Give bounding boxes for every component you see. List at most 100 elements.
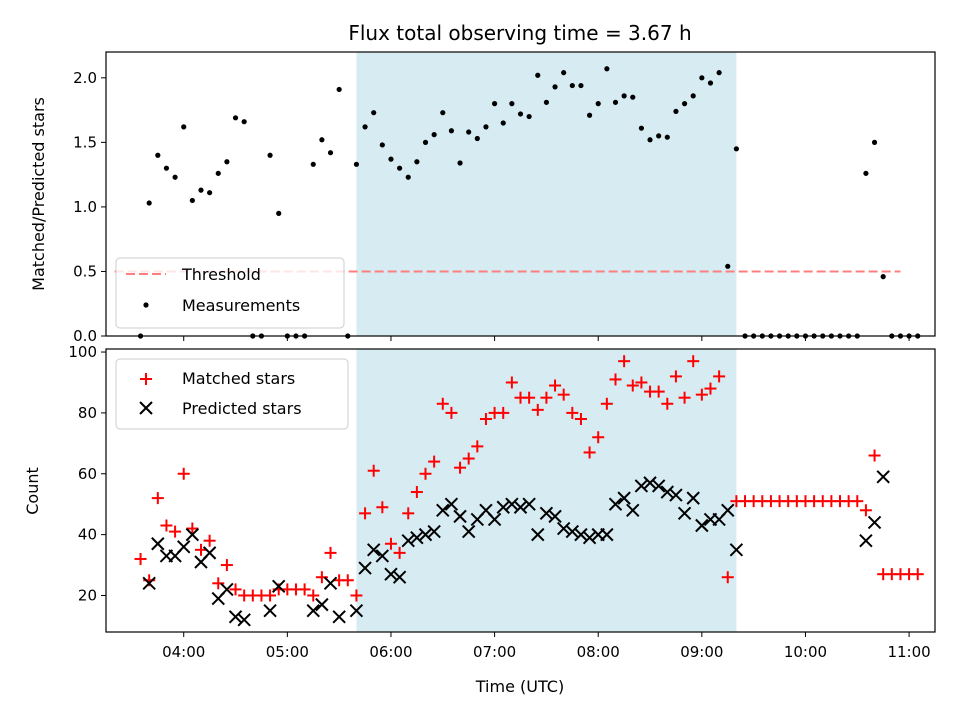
predicted-star-point (660, 485, 675, 499)
predicted-star-point (410, 530, 424, 545)
top-legend-box (115, 257, 345, 329)
matched-star-point (151, 492, 164, 505)
bottom-y-tick-label: 100 (68, 343, 97, 361)
top-y-tick-label: 0.0 (73, 327, 97, 345)
measurement-point (871, 139, 878, 145)
measurement-point (621, 93, 627, 99)
measurement-point (483, 124, 489, 130)
bottom-y-tick-label: 40 (78, 526, 97, 544)
matched-star-point (402, 507, 415, 520)
matched-star-point (160, 519, 173, 532)
measurement-point (336, 86, 342, 93)
predicted-star-point (436, 503, 450, 517)
measurement-point (535, 72, 541, 78)
matched-star-point (315, 571, 328, 584)
bottom-axes-frame (105, 348, 936, 633)
matched-star-point (911, 568, 924, 581)
top-shaded-region (356, 52, 737, 336)
top-y-tick-label: 0.5 (73, 262, 97, 280)
matched-star-point (324, 546, 337, 559)
bottom-legend: Matched stars Predicted stars (115, 358, 349, 430)
measurement-point (362, 124, 368, 130)
matched-star-point (229, 583, 242, 596)
matched-star-point (583, 446, 596, 459)
bottom-y-axis-label: Count (23, 467, 42, 515)
top-panel: 0.0 0.5 1.0 1.5 2.0 Threshold Measurements (73, 51, 936, 345)
matched-star-point (678, 391, 691, 404)
predicted-star-point (358, 561, 372, 575)
measurement-point (612, 99, 619, 105)
matched-star-point (194, 543, 207, 556)
measurement-point (215, 170, 221, 176)
predicted-star-point (151, 537, 165, 551)
predicted-star-point (686, 491, 700, 505)
predicted-star-point (392, 570, 407, 584)
matched-star-point (393, 546, 406, 559)
top-y-tick-label: 1.5 (73, 133, 97, 151)
predicted-star-point (237, 613, 251, 627)
predicted-star-point (332, 610, 346, 624)
matched-star-point (695, 388, 708, 401)
measurement-point (664, 134, 670, 140)
x-tick-label: 10:00 (784, 643, 827, 661)
measurement-point (431, 132, 437, 138)
predicted-star-point (202, 546, 217, 560)
measurement-point (267, 152, 273, 158)
predicted-star-point (228, 610, 243, 624)
measurement-point (500, 120, 506, 126)
predicted-star-point (220, 582, 234, 597)
predicted-star-point (721, 503, 735, 517)
predicted-stars-series (142, 470, 890, 627)
x-tick-label: 06:00 (369, 643, 412, 661)
measurement-point (310, 161, 316, 167)
measurement-point (491, 101, 498, 107)
predicted-star-point (574, 527, 588, 542)
measurement-point (690, 93, 696, 99)
predicted-star-point (349, 603, 364, 618)
measurement-point (707, 80, 714, 86)
matched-star-point (212, 577, 225, 590)
matched-star-point (549, 379, 562, 392)
predicted-star-point (617, 491, 631, 505)
bottom-panel: 20 40 60 80 100 04:00 05:00 06:00 07:00 08:00 09:… (68, 343, 936, 661)
measurement-point (595, 101, 601, 107)
matched-star-point (428, 455, 441, 468)
predicted-star-point (695, 518, 709, 533)
predicted-star-point (496, 500, 510, 514)
measurement-point (224, 159, 230, 165)
predicted-star-point (669, 488, 683, 502)
measurement-point (405, 174, 411, 180)
bottom-y-tick-label: 80 (78, 404, 97, 422)
predicted-star-point (729, 543, 744, 557)
measurement-point (578, 82, 584, 89)
measurement-point (371, 110, 377, 116)
measurement-point (509, 101, 515, 107)
measurement-point (189, 197, 195, 204)
matched-star-point (419, 467, 432, 480)
measurement-point (327, 150, 334, 156)
measurement-point (517, 111, 524, 117)
matched-star-point (531, 403, 544, 416)
chart-title: Flux total observing time = 3.67 h (348, 21, 691, 45)
matched-star-point (540, 391, 553, 404)
matched-star-point (505, 376, 518, 389)
measurement-point (457, 160, 463, 166)
matched-star-point (367, 464, 380, 477)
x-tick-label: 08:00 (577, 643, 620, 661)
measurement-point (586, 112, 593, 118)
top-x-ticks (183, 336, 910, 341)
x-tick-label: 07:00 (473, 643, 516, 661)
threshold-legend-label: Threshold (181, 265, 261, 284)
measurement-point (163, 165, 170, 171)
predicted-star-point (444, 497, 459, 511)
matched-star-point (687, 355, 700, 368)
matched-star-point (298, 583, 311, 596)
matched-star-point (186, 522, 199, 535)
measurement-point (552, 84, 558, 90)
matched-star-point (592, 431, 605, 444)
matched-star-point (479, 412, 492, 425)
measurement-point (673, 108, 679, 114)
predicted-star-point (505, 497, 519, 511)
measurement-point (198, 187, 204, 193)
matched-star-point (134, 552, 147, 565)
